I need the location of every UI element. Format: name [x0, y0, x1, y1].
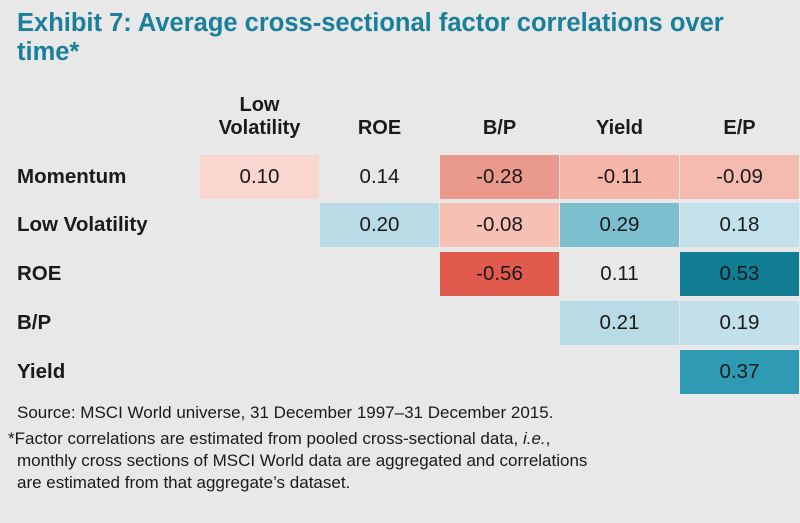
column-header-e-p: E/P [723, 117, 756, 139]
correlation-cell: 0.18 [680, 203, 799, 247]
row-label: Momentum [17, 165, 127, 188]
correlation-cell: -0.09 [680, 155, 799, 199]
table-row: B/P 0.21 0.19 [0, 301, 800, 345]
correlation-cell: 0.29 [560, 203, 679, 247]
correlation-cell: 0.10 [200, 155, 319, 199]
correlation-cell: -0.08 [440, 203, 559, 247]
methodology-note: *Factor correlations are estimated from … [8, 428, 768, 494]
row-label: ROE [17, 262, 62, 285]
note-line-3: are estimated from that aggregate’s data… [17, 473, 351, 492]
correlation-cell: -0.28 [440, 155, 559, 199]
correlation-cell: 0.20 [320, 203, 439, 247]
correlation-cell: 0.21 [560, 301, 679, 345]
row-label: Yield [17, 360, 66, 383]
table-row: Yield 0.37 [0, 350, 800, 394]
source-note: Source: MSCI World universe, 31 December… [17, 403, 554, 422]
note-line-1-text: *Factor correlations are estimated from … [8, 429, 523, 448]
correlation-cell: 0.14 [359, 165, 400, 188]
note-line-1-end: , [545, 429, 551, 448]
table-row: Low Volatility 0.20 -0.08 0.29 0.18 [0, 203, 800, 247]
column-header-row: Low Volatility ROE B/P Yield E/P [0, 92, 800, 144]
note-italic-ie: i.e. [522, 429, 546, 448]
correlation-cell: -0.11 [560, 155, 679, 199]
note-line-2: monthly cross sections of MSCI World dat… [17, 451, 588, 470]
correlation-cell: 0.37 [680, 350, 799, 394]
table-row: ROE -0.56 0.11 0.53 [0, 252, 800, 296]
correlation-cell: -0.56 [440, 252, 559, 296]
correlation-cell: 0.11 [600, 262, 639, 285]
row-label: B/P [17, 311, 52, 334]
chart-title: Exhibit 7: Average cross-sectional facto… [17, 9, 724, 66]
correlation-cell: 0.19 [680, 301, 799, 345]
column-header-b-p: B/P [482, 117, 517, 139]
row-label: Low Volatility [17, 213, 148, 236]
table-row: Momentum 0.10 0.14 -0.28 -0.11 -0.09 [0, 155, 800, 199]
column-header-low-volatility: Low Volatility [218, 94, 301, 139]
note-line-1: *Factor correlations are estimated from … [8, 428, 768, 450]
correlation-cell: 0.53 [680, 252, 799, 296]
column-header-roe: ROE [357, 117, 402, 139]
column-header-yield: Yield [595, 117, 644, 139]
